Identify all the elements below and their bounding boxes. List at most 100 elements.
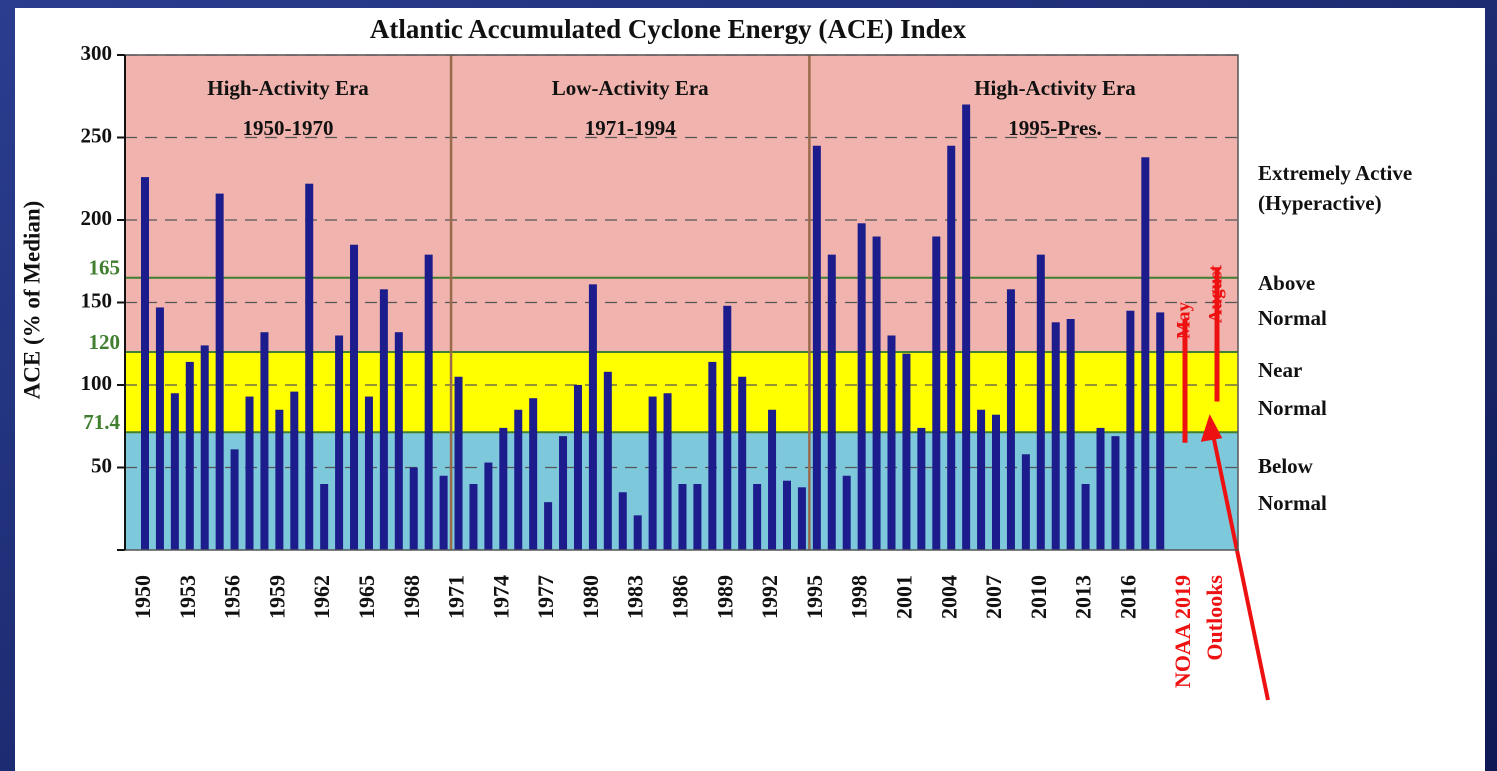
class-label: Normal bbox=[1258, 306, 1327, 330]
bar bbox=[887, 335, 896, 550]
bar bbox=[1021, 454, 1030, 550]
bar bbox=[723, 305, 732, 550]
y-tick-label: 200 bbox=[81, 206, 113, 230]
bar bbox=[1006, 289, 1015, 550]
bar bbox=[320, 484, 329, 550]
bar bbox=[1126, 310, 1135, 550]
bar bbox=[618, 492, 627, 550]
x-tick-label: 1968 bbox=[399, 575, 424, 619]
chart-title: Atlantic Accumulated Cyclone Energy (ACE… bbox=[370, 14, 967, 44]
y-tick-label: 300 bbox=[81, 41, 113, 65]
bar bbox=[170, 393, 179, 550]
x-tick-label: 1974 bbox=[488, 575, 513, 619]
bar bbox=[469, 484, 478, 550]
bar bbox=[872, 236, 881, 550]
x-tick-label: 2007 bbox=[981, 575, 1006, 619]
outlook-name: May bbox=[1173, 302, 1194, 339]
x-tick-label: 1953 bbox=[175, 575, 200, 619]
bar bbox=[364, 396, 373, 550]
bar bbox=[1111, 436, 1120, 550]
bar bbox=[962, 104, 971, 550]
bar bbox=[275, 409, 284, 550]
bar bbox=[230, 449, 239, 550]
x-tick-label: 1977 bbox=[533, 575, 558, 619]
era-title: Low-Activity Era bbox=[552, 76, 709, 100]
y-tick-label: 50 bbox=[91, 453, 112, 477]
bar bbox=[424, 254, 433, 550]
bar bbox=[678, 484, 687, 550]
x-tick-label: 1983 bbox=[623, 575, 648, 619]
bar bbox=[200, 345, 209, 550]
x-tick-label: 2016 bbox=[1115, 575, 1140, 619]
x-tick-label: 1998 bbox=[847, 575, 872, 619]
bar bbox=[603, 371, 612, 550]
bar bbox=[245, 396, 254, 550]
bar bbox=[1096, 427, 1105, 550]
x-tick-label: 2013 bbox=[1071, 575, 1096, 619]
bar bbox=[663, 393, 672, 550]
x-tick-label: 2001 bbox=[891, 575, 916, 619]
bar bbox=[335, 335, 344, 550]
bar bbox=[305, 183, 314, 550]
x-tick-label: 1980 bbox=[578, 575, 603, 619]
bar bbox=[260, 332, 269, 550]
bar bbox=[932, 236, 941, 550]
bar bbox=[1081, 484, 1090, 550]
bar bbox=[499, 427, 508, 550]
threshold-label: 120 bbox=[89, 330, 121, 354]
y-axis-label: ACE (% of Median) bbox=[19, 201, 44, 400]
x-tick-label: 1992 bbox=[757, 575, 782, 619]
threshold-label: 165 bbox=[89, 256, 121, 280]
bar bbox=[753, 484, 762, 550]
class-label: Extremely Active bbox=[1258, 161, 1412, 185]
class-label: (Hyperactive) bbox=[1258, 191, 1382, 215]
bar bbox=[514, 409, 523, 550]
era-years: 1950-1970 bbox=[243, 116, 334, 140]
bar bbox=[559, 436, 568, 550]
bar bbox=[588, 284, 597, 550]
y-tick-label: 150 bbox=[81, 288, 113, 312]
bar bbox=[484, 462, 493, 550]
era-title: High-Activity Era bbox=[974, 76, 1136, 100]
class-label: Normal bbox=[1258, 491, 1327, 515]
bar bbox=[708, 361, 717, 550]
x-tick-label: 2010 bbox=[1026, 575, 1051, 619]
threshold-label: 71.4 bbox=[83, 410, 120, 434]
x-tick-label: 1971 bbox=[444, 575, 469, 619]
bar bbox=[992, 414, 1001, 550]
x-tick-label: 1965 bbox=[354, 575, 379, 619]
bar bbox=[1156, 312, 1165, 550]
x-tick-label: 1995 bbox=[802, 575, 827, 619]
bar bbox=[1051, 322, 1060, 550]
bar bbox=[215, 193, 224, 550]
x-tick-label: 1959 bbox=[264, 575, 289, 619]
bar bbox=[1036, 254, 1045, 550]
y-tick-label: 100 bbox=[81, 371, 113, 395]
x-tick-label: 1950 bbox=[130, 575, 155, 619]
class-label: Below bbox=[1258, 454, 1314, 478]
bar bbox=[857, 223, 866, 551]
bar bbox=[454, 376, 463, 550]
arrow bbox=[1208, 419, 1270, 701]
bar bbox=[573, 385, 582, 550]
bar bbox=[797, 487, 806, 550]
era-years: 1995-Pres. bbox=[1008, 116, 1102, 140]
bar bbox=[917, 427, 926, 550]
bar bbox=[185, 361, 194, 550]
class-label: Above bbox=[1258, 271, 1315, 295]
bar bbox=[409, 467, 418, 550]
class-label: Near bbox=[1258, 358, 1302, 382]
bar bbox=[738, 376, 747, 550]
era-years: 1971-1994 bbox=[585, 116, 676, 140]
bar bbox=[394, 332, 403, 550]
x-tick-label: 2004 bbox=[936, 575, 961, 619]
x-tick-label: 1962 bbox=[309, 575, 334, 619]
bar bbox=[1141, 157, 1150, 551]
bar bbox=[379, 289, 388, 550]
bar bbox=[947, 145, 956, 550]
bar bbox=[290, 391, 299, 550]
bar bbox=[544, 502, 553, 550]
class-label: Normal bbox=[1258, 396, 1327, 420]
y-tick-label: 250 bbox=[81, 123, 113, 147]
